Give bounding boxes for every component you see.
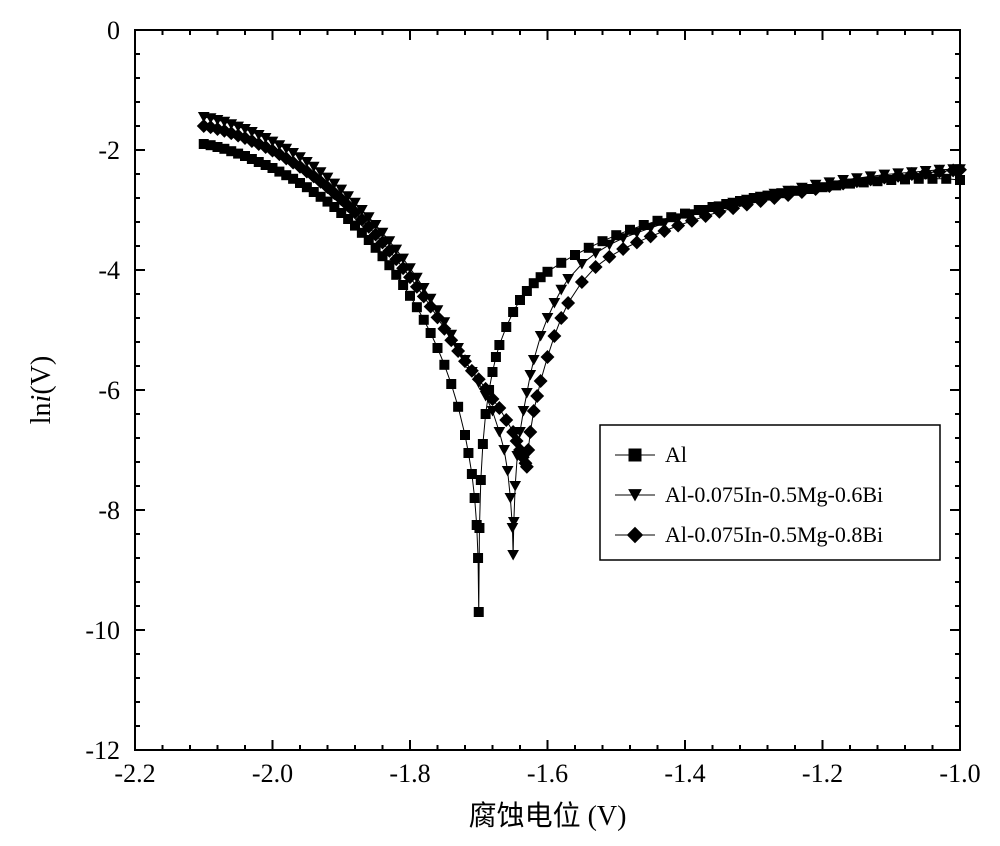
- tafel-chart: -2.2 -2.0 -1.8 -1.6 -1.4 -1.2 -1.0 -12 -10 -8 -6 -4…: [0, 0, 1000, 846]
- chart-svg: -2.2 -2.0 -1.8 -1.6 -1.4 -1.2 -1.0 -12 -10 -8 -6 -4…: [0, 0, 1000, 846]
- svg-text:Al-0.075In-0.5Mg-0.6Bi: Al-0.075In-0.5Mg-0.6Bi: [665, 482, 883, 507]
- svg-text:-1.4: -1.4: [664, 759, 705, 788]
- svg-text:-10: -10: [85, 616, 120, 645]
- svg-text:lni(V): lni(V): [26, 356, 57, 424]
- svg-text:-2.2: -2.2: [114, 759, 155, 788]
- svg-text:-1.6: -1.6: [527, 759, 568, 788]
- svg-text:-8: -8: [98, 496, 120, 525]
- svg-text:Al-0.075In-0.5Mg-0.8Bi: Al-0.075In-0.5Mg-0.8Bi: [665, 522, 883, 547]
- svg-text:-6: -6: [98, 376, 120, 405]
- svg-text:-12: -12: [85, 736, 120, 765]
- svg-text:-4: -4: [98, 256, 120, 285]
- svg-text:-2: -2: [98, 136, 120, 165]
- svg-text:-1.0: -1.0: [939, 759, 980, 788]
- svg-text:-1.8: -1.8: [389, 759, 430, 788]
- svg-text:-2.0: -2.0: [252, 759, 293, 788]
- svg-text:Al: Al: [665, 442, 687, 467]
- svg-text:-1.2: -1.2: [802, 759, 843, 788]
- svg-text:腐蚀电位 (V): 腐蚀电位 (V): [469, 800, 627, 832]
- svg-text:0: 0: [107, 16, 120, 45]
